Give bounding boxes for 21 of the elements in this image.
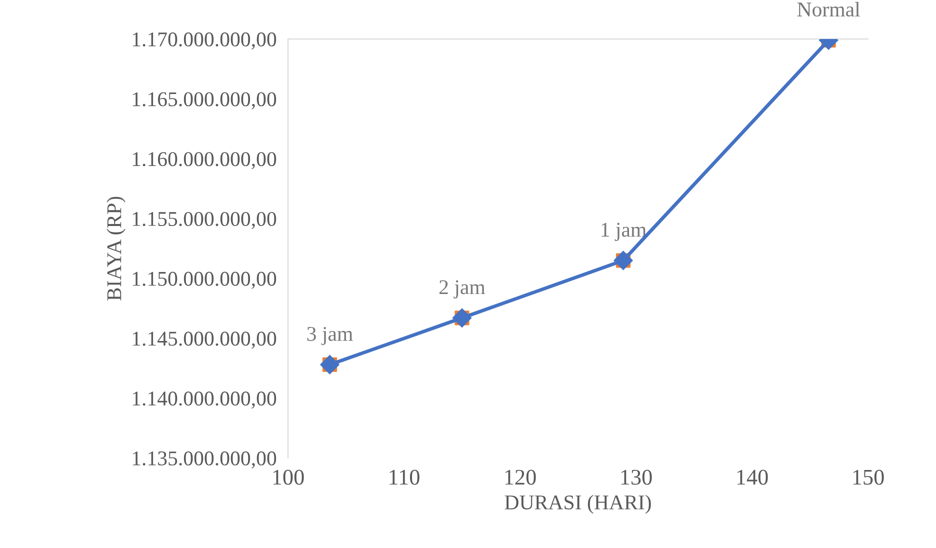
x-tick-label: 110 [390, 470, 420, 485]
y-tick-label: 1.140.000.000,00 [132, 392, 276, 409]
annotation: 2 jam [439, 280, 486, 298]
y-tick-label: 1.160.000.000,00 [132, 152, 276, 170]
y-tick-label: 1.145.000.000,00 [132, 332, 276, 349]
y-tick-label: 1.155.000.000,00 [132, 212, 276, 230]
x-tick-label: 150 [853, 470, 884, 485]
x-tick-label: 120 [505, 470, 536, 485]
y-tick-label: 1.165.000.000,00 [132, 92, 276, 110]
x-tick-label: 100 [273, 470, 304, 485]
y-tick-label: 1.170.000.000,00 [132, 32, 276, 50]
annotation: 1 jam [602, 222, 646, 242]
y-tick-label: 1.135.000.000,00 [132, 451, 276, 468]
y-axis-title: BIAYA (RP) [106, 196, 126, 300]
point [614, 250, 633, 270]
annotation: Normal [797, 2, 860, 17]
annotation: 3 jam [307, 326, 353, 346]
x-tick-label: 130 [621, 470, 652, 485]
x-tick-label: 140 [737, 470, 768, 485]
x-axis-title: DURASI (HARI) [504, 494, 651, 514]
y-tick-label: 1.150.000.000,00 [132, 272, 276, 289]
